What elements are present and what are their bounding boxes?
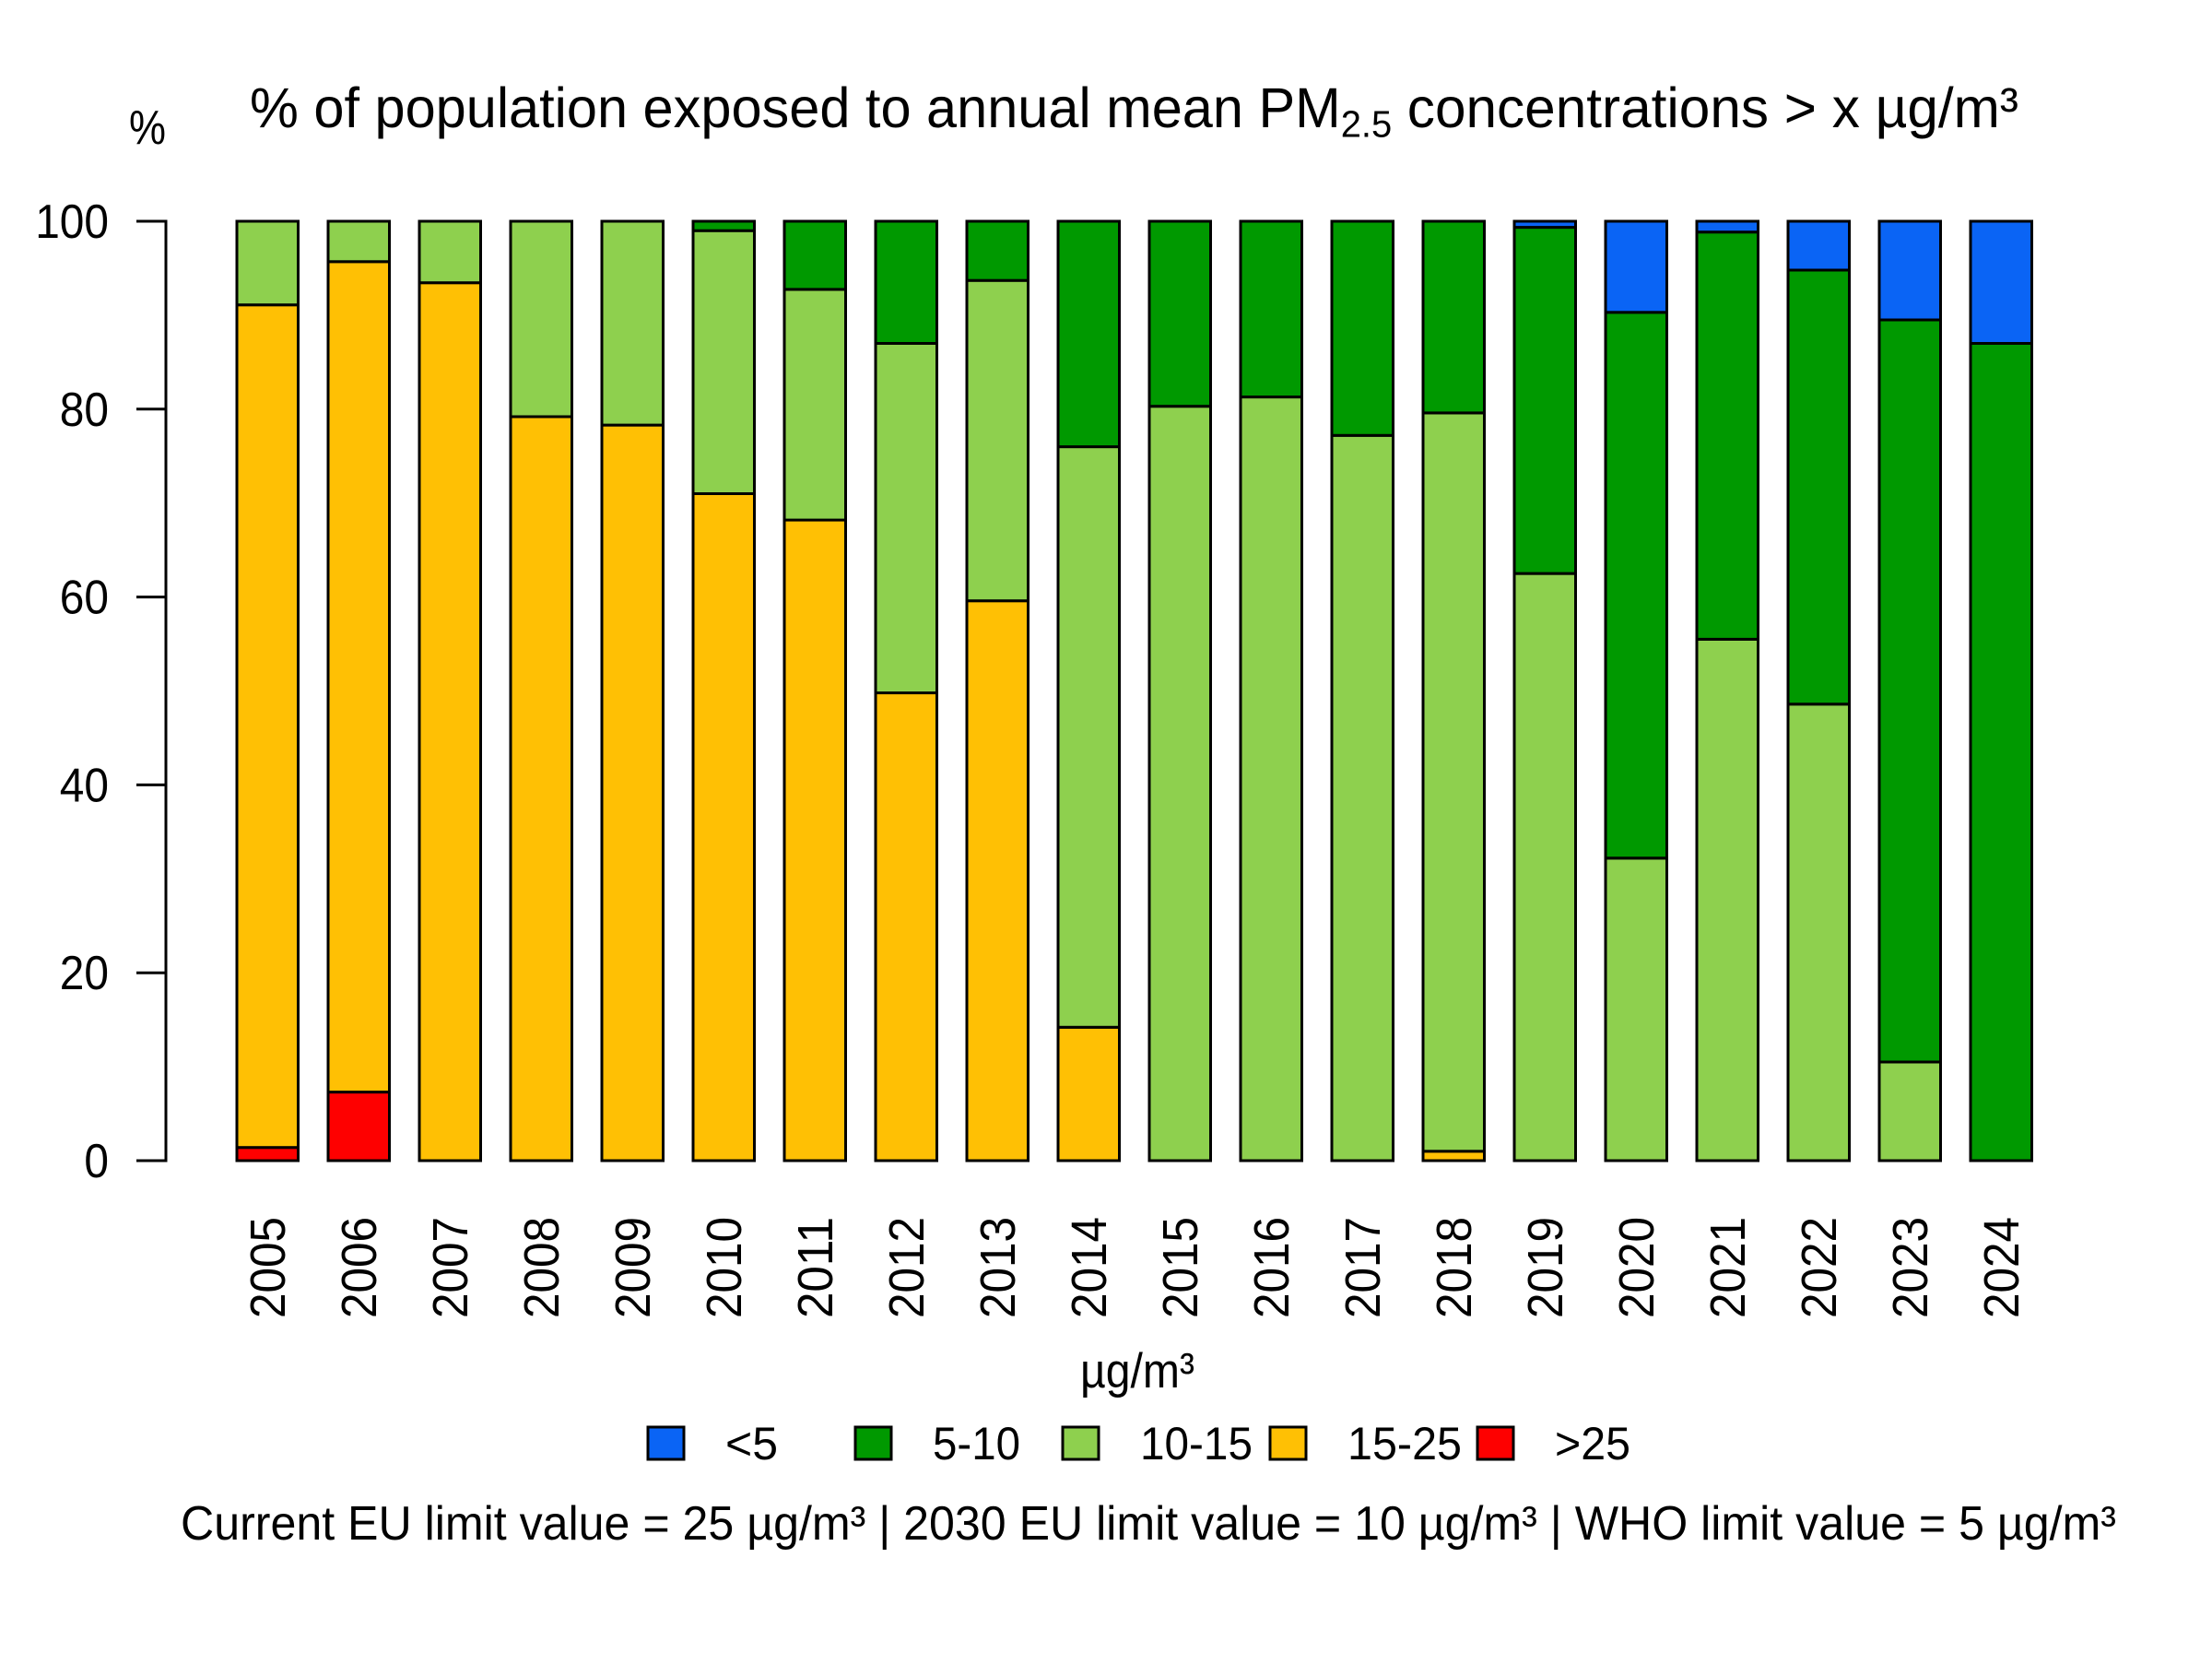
svg-text:100: 100 <box>35 195 109 249</box>
svg-text:5-10: 5-10 <box>933 1418 1020 1469</box>
svg-text:2008: 2008 <box>514 1217 570 1318</box>
svg-text:2022: 2022 <box>1792 1217 1847 1318</box>
svg-text:2020: 2020 <box>1609 1217 1665 1318</box>
svg-text:2017: 2017 <box>1335 1217 1391 1318</box>
svg-text:2010: 2010 <box>697 1217 752 1318</box>
svg-text:2019: 2019 <box>1518 1217 1573 1318</box>
svg-text:Current EU limit value = 25 µg: Current EU limit value = 25 µg/m³ | 2030… <box>181 1497 2116 1551</box>
svg-text:2006: 2006 <box>332 1217 387 1318</box>
svg-text:% of population exposed to ann: % of population exposed to annual mean P… <box>250 77 1341 139</box>
svg-text:80: 80 <box>60 384 109 437</box>
svg-text:60: 60 <box>60 572 109 625</box>
svg-text:%: % <box>129 101 166 155</box>
svg-text:2016: 2016 <box>1244 1217 1300 1318</box>
svg-text:2015: 2015 <box>1153 1217 1208 1318</box>
svg-text:<5: <5 <box>725 1418 778 1469</box>
svg-text:2021: 2021 <box>1700 1217 1756 1318</box>
svg-text:2009: 2009 <box>606 1217 661 1318</box>
svg-text:2013: 2013 <box>971 1217 1026 1318</box>
svg-text:2023: 2023 <box>1883 1217 1938 1318</box>
svg-text:>25: >25 <box>1555 1418 1630 1469</box>
svg-text:concentrations > x µg/m³: concentrations > x µg/m³ <box>1407 77 2018 139</box>
svg-text:2018: 2018 <box>1427 1217 1482 1318</box>
svg-text:µg/m³: µg/m³ <box>1080 1344 1194 1398</box>
svg-text:2024: 2024 <box>1974 1217 2030 1318</box>
svg-text:2014: 2014 <box>1062 1217 1117 1318</box>
svg-text:2012: 2012 <box>879 1217 935 1318</box>
svg-text:40: 40 <box>60 759 109 812</box>
svg-text:2007: 2007 <box>423 1217 478 1318</box>
svg-text:20: 20 <box>60 947 109 1000</box>
svg-text:2005: 2005 <box>241 1217 296 1318</box>
svg-text:15-25: 15-25 <box>1347 1418 1462 1469</box>
svg-text:2011: 2011 <box>788 1217 843 1318</box>
svg-text:2.5: 2.5 <box>1341 103 1393 146</box>
svg-text:0: 0 <box>84 1135 109 1188</box>
svg-text:10-15: 10-15 <box>1140 1418 1253 1469</box>
